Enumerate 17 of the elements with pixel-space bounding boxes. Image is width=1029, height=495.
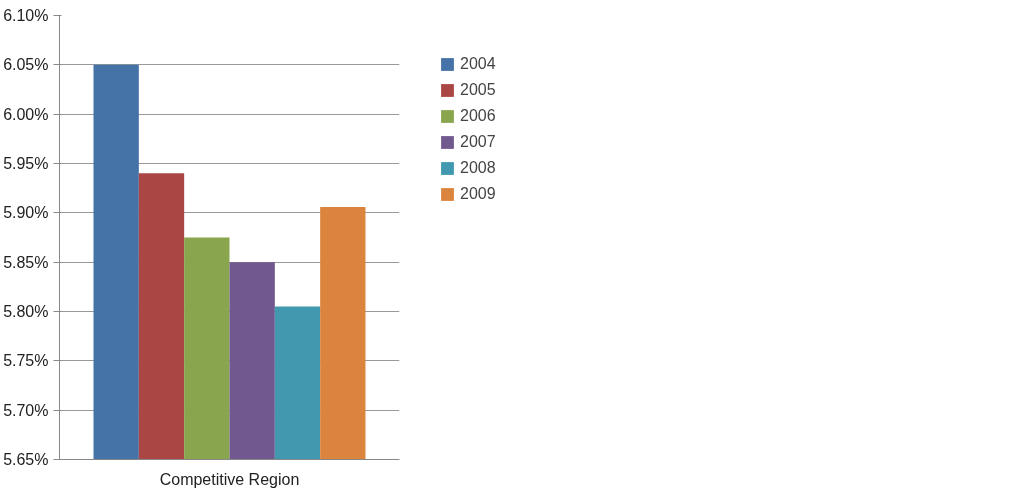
y-tick-label: 6.10%	[3, 7, 49, 24]
y-tick-label: 5.70%	[3, 401, 49, 419]
y-tick-label: 5.65%	[3, 451, 49, 468]
legend-label: 2007	[460, 133, 496, 151]
legend-label: 2005	[460, 81, 496, 99]
x-tick-label: Competitive Region	[159, 470, 300, 488]
legend-label: 2008	[460, 159, 496, 177]
y-tick-label: 5.90%	[3, 204, 49, 222]
legend-label: 2004	[460, 55, 496, 73]
y-tick-label: 5.80%	[3, 303, 49, 320]
legend-label: 2009	[460, 185, 496, 203]
y-tick-label: 5.75%	[3, 352, 49, 370]
legend-label: 2006	[460, 107, 496, 125]
y-tick-label: 5.85%	[3, 253, 49, 271]
y-tick-label: 6.05%	[3, 56, 49, 74]
y-tick-label: 5.95%	[3, 155, 49, 172]
y-tick-label: 6.00%	[3, 105, 49, 123]
